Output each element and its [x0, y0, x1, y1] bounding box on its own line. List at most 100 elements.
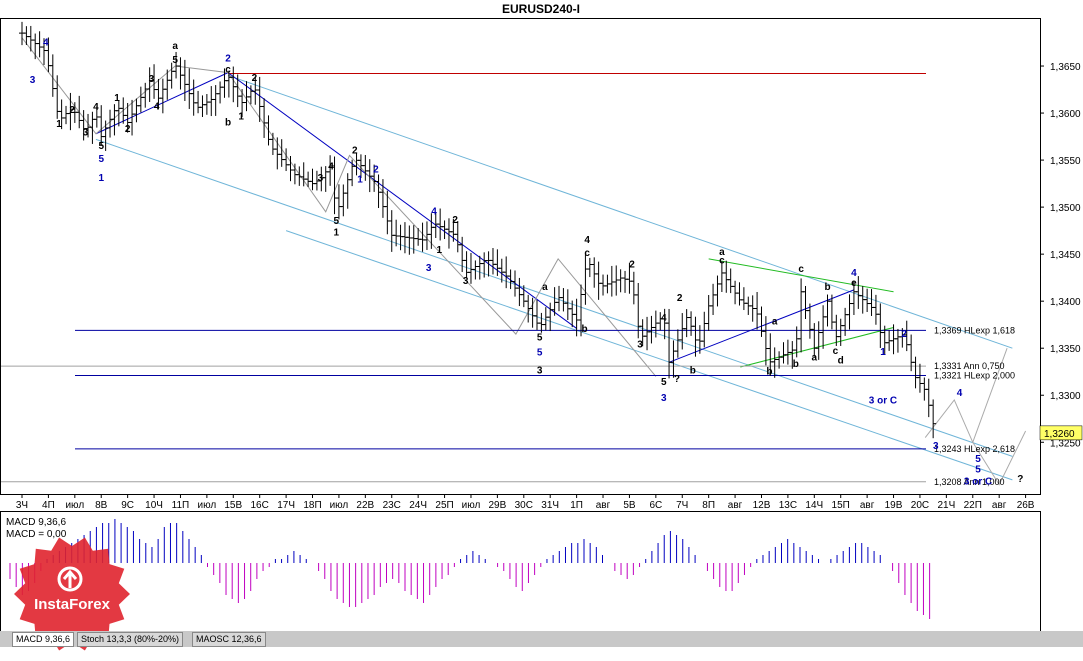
y-tick-label: 1,3600	[1050, 109, 1081, 120]
wave-label: a	[172, 41, 178, 52]
instaforex-logo: InstaForex	[12, 536, 132, 654]
y-tick-label: 1,3650	[1050, 62, 1081, 73]
wave-label: a	[719, 247, 725, 258]
trend-1	[95, 72, 229, 135]
wave-label: 3	[637, 339, 643, 350]
wave-label: 4	[93, 102, 99, 113]
wave-label: 4	[431, 207, 437, 218]
x-tick-label: 19В	[885, 500, 903, 511]
wave-label: 5	[98, 141, 104, 152]
x-tick-label: 31Ч	[541, 500, 559, 511]
wave-label: c	[833, 346, 839, 357]
x-tick-label: 29В	[488, 500, 506, 511]
wave-label: b	[581, 324, 587, 335]
wave-label: 2	[252, 73, 258, 84]
wave-label: 4	[661, 313, 667, 324]
wave-label: e	[851, 278, 857, 289]
x-tick-label: 30С	[515, 500, 533, 511]
x-tick-label: 9С	[121, 500, 134, 511]
wave-label: 1	[357, 175, 363, 186]
wave-label: 5	[537, 348, 543, 359]
x-tick-label: авг	[596, 500, 611, 511]
tab-macd[interactable]: MACD 9,36,6	[12, 632, 75, 647]
wave-label: 5	[975, 454, 981, 465]
wave-label: c	[225, 65, 231, 76]
x-tick-label: 25П	[435, 500, 453, 511]
wave-label: 1	[437, 245, 443, 256]
y-tick-label: 1,3550	[1050, 156, 1081, 167]
wave-label: 5	[661, 377, 667, 388]
y-tick-label: 1,3250	[1050, 438, 1081, 449]
wave-label: 5	[537, 333, 543, 344]
wave-label: a	[542, 282, 548, 293]
tab-maosc[interactable]: MAOSC 12,36,6	[192, 632, 266, 647]
wave-label: d	[838, 355, 844, 366]
x-tick-label: 22П	[964, 500, 982, 511]
wave-label: 1	[334, 227, 340, 238]
indicator-tabs: MACD 9,36,6 Stoch 13,3,3 (80%-20%) MAOSC…	[0, 631, 1083, 647]
wave-label: 4	[957, 388, 963, 399]
x-tick-label: 13С	[779, 500, 797, 511]
wave-label: 2	[352, 146, 358, 157]
x-tick-label: июл	[198, 500, 217, 511]
x-tick-label: 3Ч	[16, 500, 28, 511]
x-tick-label: 15П	[832, 500, 850, 511]
y-tick-label: 1,3350	[1050, 344, 1081, 355]
wave-label: 5	[975, 464, 981, 475]
level-label: 1,3321 HLexp 2,000	[934, 370, 1015, 380]
x-tick-label: 8В	[95, 500, 108, 511]
level-label: 1,3208 Ann 1,000	[934, 477, 1005, 487]
x-tick-label: 26В	[1017, 500, 1035, 511]
x-tick-label: 11П	[172, 500, 190, 511]
wave-label: b	[766, 367, 772, 378]
x-tick-label: авг	[860, 500, 875, 511]
wave-label: c	[584, 248, 590, 259]
wave-label: 2	[69, 105, 75, 116]
y-tick-label: 1,3300	[1050, 391, 1081, 402]
wave-label: 1	[114, 93, 120, 104]
wave-label: 3	[933, 441, 939, 452]
x-tick-label: 18П	[303, 500, 321, 511]
x-tick-label: 24Ч	[409, 500, 427, 511]
wave-label: 3	[537, 366, 543, 377]
wave-label: 2	[629, 259, 635, 270]
y-tick-label: 1,3500	[1050, 203, 1081, 214]
tab-stoch[interactable]: Stoch 13,3,3 (80%-20%)	[77, 632, 184, 647]
macd-label: MACD 9,36,6	[6, 517, 66, 528]
wave-label: 2	[901, 329, 907, 340]
wave-label: 2	[225, 53, 231, 64]
x-tick-label: июл	[65, 500, 84, 511]
wave-label: 3 or C	[869, 396, 897, 407]
x-tick-label: 15В	[224, 500, 242, 511]
wave-label: 3	[661, 393, 667, 404]
x-tick-label: 6С	[649, 500, 662, 511]
macd-value-label: MACD = 0,00	[6, 529, 67, 540]
wave-label: 3	[30, 75, 36, 86]
x-tick-label: авг	[992, 500, 1007, 511]
x-tick-label: авг	[728, 500, 743, 511]
wave-label: 2	[677, 293, 683, 304]
current-price-box	[1039, 425, 1083, 441]
wave-label: 1	[880, 347, 886, 358]
price-bar	[930, 399, 937, 439]
x-tick-label: 7Ч	[676, 500, 688, 511]
x-tick-label: 10Ч	[145, 500, 163, 511]
current-price-label: 1,3260	[1044, 429, 1075, 440]
level-label: 1,3331 Ann 0,750	[934, 361, 1005, 371]
wave-label: b	[793, 359, 799, 370]
level-label: 1,3369 HLexp 1,618	[934, 325, 1015, 335]
logo-badge	[14, 537, 130, 651]
price-pane	[0, 18, 1041, 495]
x-tick-label: 23С	[383, 500, 401, 511]
level-label: 1,3243 HLexp 2,618	[934, 444, 1015, 454]
x-tick-label: 21Ч	[937, 500, 955, 511]
wave-label: b	[690, 366, 696, 377]
wave-label: 3	[83, 128, 89, 139]
x-tick-label: 8П	[702, 500, 715, 511]
x-tick-label: июл	[462, 500, 481, 511]
y-tick-label: 1,3450	[1050, 250, 1081, 261]
wave-label: b	[824, 282, 830, 293]
wave-label: c	[719, 256, 725, 267]
wave-label: 4	[43, 37, 49, 48]
